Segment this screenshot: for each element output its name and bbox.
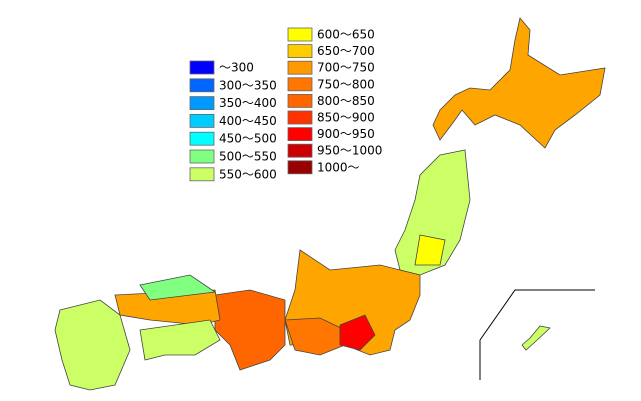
legend-label: 350～400 [219,96,277,110]
legend-swatch [287,143,313,158]
legend-label: 1000～ [317,160,360,174]
legend-swatch [287,94,313,108]
legend-label: 850～900 [317,111,375,125]
okinawa [521,325,551,351]
legend-swatch [287,60,313,75]
kansai [214,289,286,371]
legend-swatch [189,167,215,182]
legend-swatch [287,44,313,58]
legend-label: 400～450 [219,114,277,128]
okinawa-frame [479,289,595,341]
legend-label: 300～350 [219,78,277,92]
legend-label: 500～550 [219,150,277,164]
legend-swatch [287,77,313,92]
legend-label: ～300 [219,61,254,75]
legend-label: 750～800 [317,77,375,91]
kyushu [54,299,131,391]
legend-label: 650～700 [317,44,375,58]
legend-label: 800～850 [317,94,375,108]
legend-swatch [287,110,313,125]
legend-swatch [189,96,215,110]
legend-swatch [189,78,215,93]
legend-swatch [189,131,215,146]
legend-swatch [287,27,313,42]
legend-label: 550～600 [219,167,277,181]
legend-swatch [189,149,215,164]
legend-label: 450～500 [219,132,277,146]
legend-label: 700～750 [317,61,375,75]
legend-swatch [287,127,313,141]
legend: ～300 300～350 350～400 400～450 450～500 500～550 5… [189,27,382,182]
legend-label: 900～950 [317,127,375,141]
legend-label: 600～650 [317,28,375,42]
legend-swatch [189,60,215,75]
japan-map [54,17,606,391]
tokyo [339,314,376,351]
shikoku [139,319,221,361]
legend-swatch [189,114,215,128]
chugoku-north [139,274,217,301]
legend-label: 950～1000 [317,144,382,158]
hokkaido [432,17,606,149]
legend-swatch [287,160,313,175]
fukushima [414,234,446,266]
